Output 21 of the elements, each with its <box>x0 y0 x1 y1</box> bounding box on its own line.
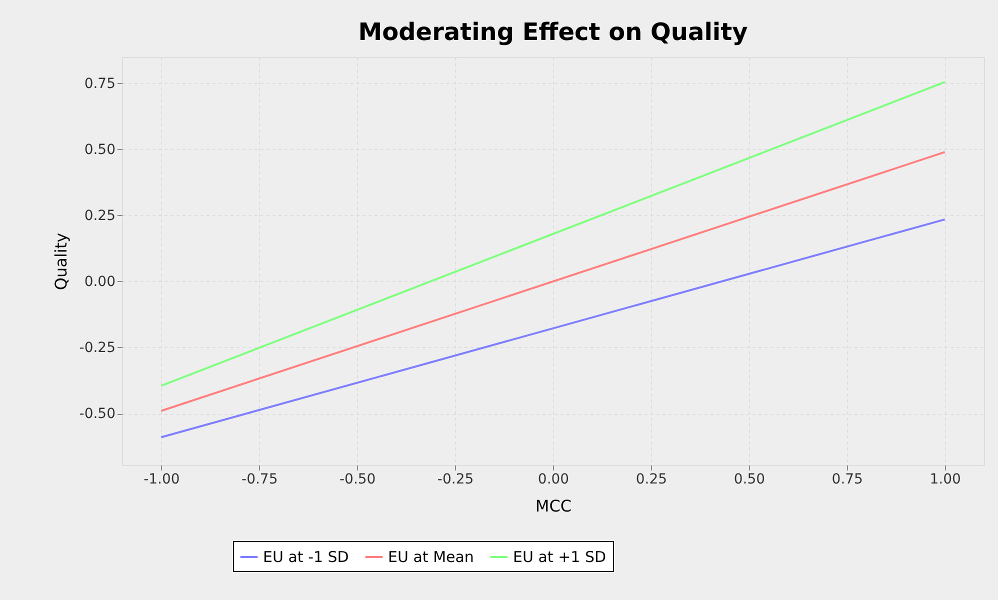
x-tick-label: 0.50 <box>734 472 765 488</box>
y-axis-title: Quality <box>51 232 70 290</box>
legend-label: EU at -1 SD <box>263 548 349 566</box>
legend-label: EU at +1 SD <box>513 548 606 566</box>
y-tick-label: -0.25 <box>79 340 116 356</box>
chart-title: Moderating Effect on Quality <box>358 18 748 46</box>
x-tick-label: -0.50 <box>339 472 376 488</box>
x-axis-title: MCC <box>535 496 572 516</box>
y-tick-label: 0.50 <box>84 142 116 158</box>
y-tick-label: -0.50 <box>79 406 116 422</box>
x-tick-label: -0.25 <box>437 472 474 488</box>
x-tick-label: 0.75 <box>832 472 863 488</box>
legend-label: EU at Mean <box>388 548 474 566</box>
x-tick-label: -1.00 <box>144 472 180 488</box>
x-tick-label: 1.00 <box>930 472 961 488</box>
y-tick-label: 0.75 <box>84 76 116 92</box>
y-tick-label: 0.00 <box>84 274 116 290</box>
x-tick-label: 0.25 <box>636 472 668 488</box>
x-tick-label: 0.00 <box>538 472 570 488</box>
y-tick-label: 0.25 <box>84 208 116 224</box>
x-tick-label: -0.75 <box>242 472 278 488</box>
